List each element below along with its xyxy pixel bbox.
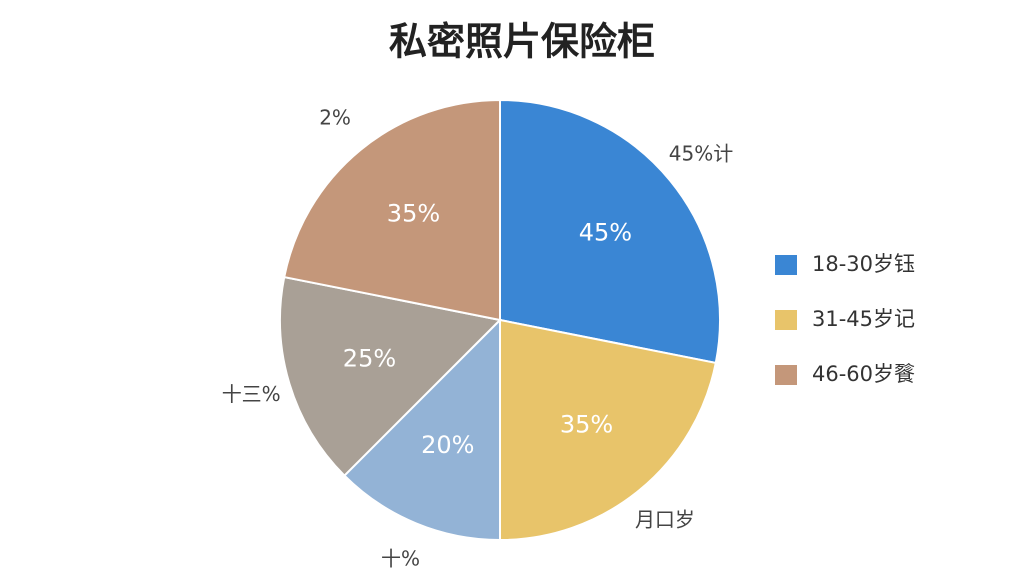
- pie-slice: [499, 98, 721, 365]
- slice-label: 45%: [579, 218, 632, 246]
- slice-label: 20%: [421, 431, 474, 459]
- chart-title: 私密照片保险柜: [389, 20, 655, 64]
- legend-label: 18-30岁钰: [812, 252, 915, 276]
- legend-label: 46-60岁餮: [812, 362, 915, 386]
- pie-slice: [343, 317, 501, 542]
- outer-label: 十%: [381, 547, 420, 571]
- pie-slice: [499, 318, 717, 542]
- slice-label: 35%: [560, 410, 613, 438]
- legend-swatch: [775, 255, 797, 275]
- pie-slice: [283, 98, 501, 322]
- legend-swatch: [775, 365, 797, 385]
- slice-label: 25%: [343, 345, 396, 373]
- pie-slice: [279, 275, 503, 477]
- outer-label: 2%: [319, 106, 351, 130]
- outer-label: 45%计: [669, 142, 733, 166]
- outer-label: 十三%: [222, 382, 281, 406]
- slice-label: 35%: [387, 200, 440, 228]
- legend-swatch: [775, 310, 797, 330]
- outer-label: 月口岁: [635, 507, 695, 531]
- legend-label: 31-45岁记: [812, 307, 915, 331]
